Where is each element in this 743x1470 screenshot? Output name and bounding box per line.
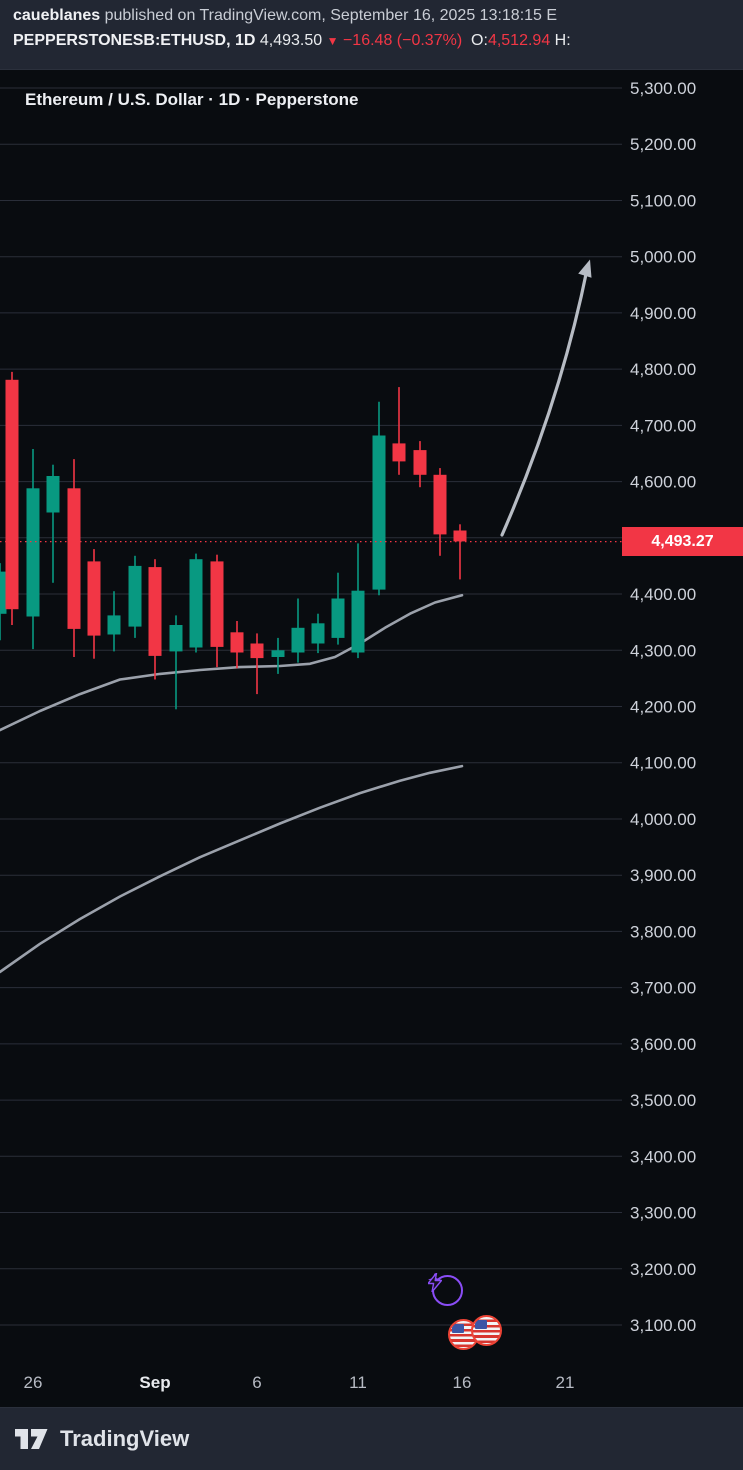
y-axis-label[interactable]: 3,100.00: [630, 1316, 696, 1335]
y-axis-label[interactable]: 3,500.00: [630, 1091, 696, 1110]
candle-body: [291, 627, 305, 653]
high-label: H:: [554, 32, 571, 49]
y-axis-label[interactable]: 3,700.00: [630, 979, 696, 998]
chart-area[interactable]: 5,300.00 5,200.00 5,100.00 5,000.00 4,900.00…: [0, 70, 743, 1408]
symbol-title[interactable]: PEPPERSTONESB:ETHUSD, 1D: [13, 32, 256, 49]
candle-body: [392, 443, 406, 462]
author-name[interactable]: caueblanes: [13, 7, 101, 24]
lightning-circle: [428, 1273, 463, 1306]
y-axis-label[interactable]: 4,600.00: [630, 473, 696, 492]
snapshot-footer: TradingView: [0, 1407, 743, 1470]
change-down-arrow-icon: ▼: [326, 34, 339, 48]
candle-body: [433, 474, 447, 535]
candle-body: [331, 598, 345, 638]
x-axis-label[interactable]: 26: [24, 1373, 43, 1392]
y-axis-label[interactable]: 5,100.00: [630, 192, 696, 211]
candle-body: [26, 488, 40, 617]
open-value: 4,512.94: [487, 32, 551, 49]
candle-body: [5, 379, 19, 610]
trend-arrow-head: [578, 259, 592, 278]
x-axis-label[interactable]: 21: [556, 1373, 575, 1392]
candle-body: [0, 571, 7, 614]
x-axis-label[interactable]: 6: [252, 1373, 261, 1392]
candle-body: [189, 559, 203, 648]
candle-body: [148, 567, 162, 656]
tradingview-logo-icon[interactable]: [14, 1425, 51, 1453]
candle-body: [107, 615, 121, 635]
x-axis-label[interactable]: Sep: [139, 1373, 170, 1392]
us-flag-emoji-sticker[interactable]: [471, 1315, 502, 1346]
chart-legend-title[interactable]: Ethereum / U.S. Dollar · 1D · Pepperston…: [25, 90, 359, 109]
y-axis-label[interactable]: 3,900.00: [630, 866, 696, 885]
y-axis-label[interactable]: 4,300.00: [630, 641, 696, 660]
y-axis-label[interactable]: 3,300.00: [630, 1204, 696, 1223]
lightning-bolt-icon: [428, 1273, 442, 1292]
y-axis-label[interactable]: 5,000.00: [630, 248, 696, 267]
candle-body: [453, 530, 467, 542]
price-change: −16.48 (−0.37%): [342, 32, 463, 49]
symbol-line: PEPPERSTONESB:ETHUSD, 1D 4,493.50 ▼ −16.…: [13, 32, 743, 50]
candle-body: [87, 561, 101, 636]
snapshot-header: caueblanes published on TradingView.com,…: [0, 0, 743, 70]
y-axis-label[interactable]: 4,000.00: [630, 810, 696, 829]
price-chart-canvas[interactable]: 5,300.00 5,200.00 5,100.00 5,000.00 4,900.00…: [0, 70, 743, 1408]
candle-body: [230, 632, 244, 653]
candle-body: [128, 565, 142, 627]
ma-line-fast: [0, 593, 464, 732]
y-axis-label[interactable]: 4,700.00: [630, 416, 696, 435]
candle-body: [67, 488, 81, 629]
current-price-axis-label: 4,493.27: [622, 527, 743, 556]
tradingview-brand-text[interactable]: TradingView: [60, 1426, 190, 1451]
y-axis-label[interactable]: 4,100.00: [630, 754, 696, 773]
y-axis-label[interactable]: 4,200.00: [630, 698, 696, 717]
x-axis-label[interactable]: 11: [349, 1373, 367, 1392]
y-axis-label[interactable]: 4,900.00: [630, 304, 696, 323]
y-axis-label[interactable]: 3,800.00: [630, 922, 696, 941]
candle-body: [351, 590, 365, 653]
y-axis-label[interactable]: 3,400.00: [630, 1147, 696, 1166]
candle-body: [250, 643, 264, 659]
flag-canton: [475, 1320, 487, 1329]
publish-line: caueblanes published on TradingView.com,…: [13, 7, 743, 25]
trend-arrow-drawing[interactable]: [500, 266, 589, 537]
candle-body: [210, 561, 224, 647]
candle-body: [169, 625, 183, 652]
candle-body: [271, 650, 285, 657]
flag-canton: [452, 1324, 464, 1333]
x-axis-label[interactable]: 16: [453, 1373, 472, 1392]
candle-body: [311, 623, 325, 644]
y-axis-label[interactable]: 5,300.00: [630, 79, 696, 98]
last-price: 4,493.50: [259, 32, 323, 49]
y-axis-label[interactable]: 3,200.00: [630, 1260, 696, 1279]
candle-body: [46, 476, 60, 513]
lightning-emoji-sticker[interactable]: [428, 1273, 482, 1307]
ma-line-slow: [0, 764, 464, 974]
publish-info: published on TradingView.com, September …: [100, 7, 558, 24]
candle-body: [372, 435, 386, 590]
y-axis-label[interactable]: 3,600.00: [630, 1035, 696, 1054]
candle-body: [413, 450, 427, 475]
y-axis-label[interactable]: 4,800.00: [630, 360, 696, 379]
y-axis-label[interactable]: 5,200.00: [630, 135, 696, 154]
y-axis-label[interactable]: 4,400.00: [630, 585, 696, 604]
open-label: O:: [471, 32, 488, 49]
